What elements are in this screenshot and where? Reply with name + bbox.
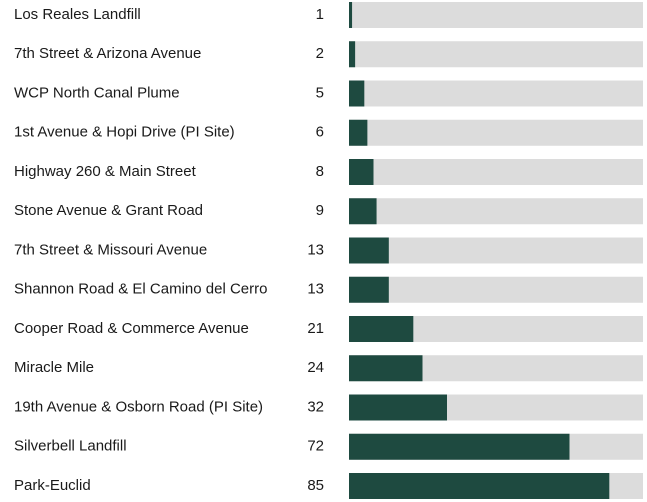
bar-track xyxy=(349,41,643,68)
bar xyxy=(349,80,365,107)
category-label: Silverbell Landfill xyxy=(14,438,127,455)
category-label: Shannon Road & El Camino del Cerro xyxy=(14,281,267,298)
category-label: Park-Euclid xyxy=(14,477,91,494)
value-label: 32 xyxy=(307,398,324,415)
category-label: Los Reales Landfill xyxy=(14,6,141,23)
bar-track xyxy=(349,276,643,303)
bar xyxy=(349,473,610,499)
bar-track xyxy=(349,80,643,107)
bar xyxy=(349,276,389,303)
value-label: 21 xyxy=(307,320,324,337)
value-label: 13 xyxy=(307,281,324,298)
bar-track xyxy=(349,198,643,225)
category-label: 7th Street & Missouri Avenue xyxy=(14,241,207,258)
bar xyxy=(349,41,356,68)
bar xyxy=(349,237,389,264)
bar xyxy=(349,159,374,185)
value-label: 2 xyxy=(316,45,324,62)
category-label: Highway 260 & Main Street xyxy=(14,163,197,180)
bar xyxy=(349,119,368,146)
bar xyxy=(349,198,377,225)
bar-track xyxy=(349,159,643,185)
value-label: 6 xyxy=(316,124,324,141)
category-label: Stone Avenue & Grant Road xyxy=(14,202,203,219)
value-label: 5 xyxy=(316,84,324,101)
bar-track xyxy=(349,119,643,146)
bar xyxy=(349,316,414,342)
category-label: 7th Street & Arizona Avenue xyxy=(14,45,201,62)
value-label: 72 xyxy=(307,438,324,455)
value-label: 1 xyxy=(316,6,324,23)
category-label: 1st Avenue & Hopi Drive (PI Site) xyxy=(14,124,235,141)
value-label: 9 xyxy=(316,202,324,219)
category-label: Miracle Mile xyxy=(14,359,94,376)
value-label: 85 xyxy=(307,477,324,494)
bar xyxy=(349,433,570,460)
category-label: 19th Avenue & Osborn Road (PI Site) xyxy=(14,398,263,415)
bar-track xyxy=(349,237,643,264)
category-label: Cooper Road & Commerce Avenue xyxy=(14,320,249,337)
value-label: 13 xyxy=(307,241,324,258)
bar xyxy=(349,394,447,421)
category-label: WCP North Canal Plume xyxy=(14,84,180,101)
bar-track xyxy=(349,2,643,28)
bar xyxy=(349,2,353,28)
value-label: 8 xyxy=(316,163,324,180)
bar xyxy=(349,355,423,382)
value-label: 24 xyxy=(307,359,324,376)
